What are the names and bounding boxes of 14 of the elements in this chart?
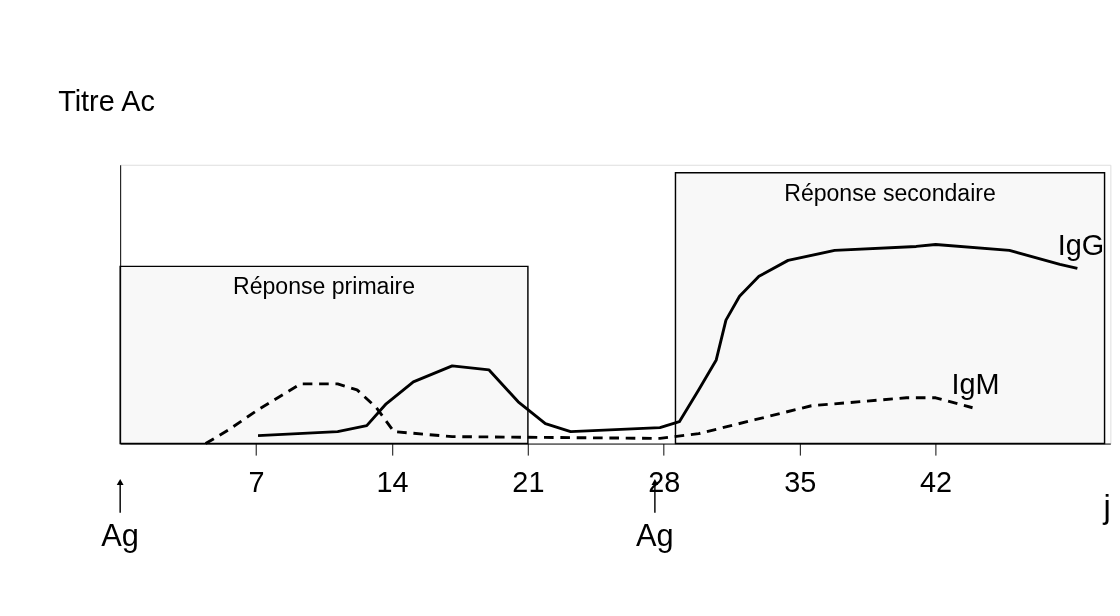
x-axis-title: j [1102,488,1111,526]
band-label: Réponse secondaire [784,179,996,206]
series-label: IgM [951,368,1000,401]
x-tick-label: 14 [376,466,409,499]
y-axis-title: Titre Ac [58,85,155,118]
band-label: Réponse primaire [233,273,416,300]
x-tick-label: 42 [920,466,953,499]
text: Ag [636,518,674,554]
x-tick-label: 28 [648,466,681,499]
series-label: IgG [1057,228,1105,261]
x-tick-label: 35 [784,466,817,499]
x-tick-label: 21 [512,466,545,499]
text: Ag [101,518,139,554]
x-tick-label: 7 [248,466,265,499]
